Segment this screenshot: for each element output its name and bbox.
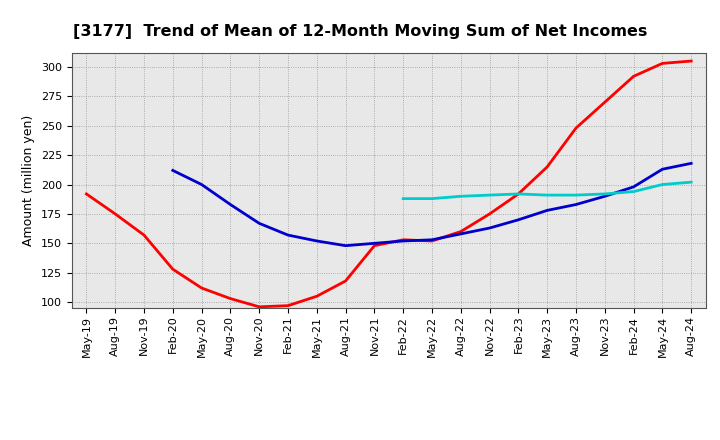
Line: 7 Years: 7 Years — [403, 182, 691, 198]
5 Years — [687, 161, 696, 166]
5 Years — [658, 167, 667, 172]
5 Years — [312, 238, 321, 244]
5 Years — [456, 231, 465, 237]
Y-axis label: Amount (million yen): Amount (million yen) — [22, 115, 35, 246]
3 Years — [399, 237, 408, 242]
7 Years — [456, 194, 465, 199]
5 Years — [197, 182, 206, 187]
3 Years — [226, 296, 235, 301]
5 Years — [399, 238, 408, 244]
Text: [3177]  Trend of Mean of 12-Month Moving Sum of Net Incomes: [3177] Trend of Mean of 12-Month Moving … — [73, 24, 647, 39]
5 Years — [485, 225, 494, 231]
5 Years — [514, 217, 523, 223]
3 Years — [658, 61, 667, 66]
3 Years — [82, 191, 91, 197]
5 Years — [629, 184, 638, 190]
7 Years — [514, 191, 523, 197]
3 Years — [341, 279, 350, 284]
5 Years — [168, 168, 177, 173]
3 Years — [629, 73, 638, 79]
7 Years — [629, 189, 638, 194]
3 Years — [312, 293, 321, 299]
5 Years — [428, 237, 436, 242]
7 Years — [485, 192, 494, 198]
3 Years — [168, 267, 177, 272]
5 Years — [226, 202, 235, 207]
3 Years — [572, 125, 580, 131]
3 Years — [456, 229, 465, 234]
7 Years — [572, 192, 580, 198]
5 Years — [572, 202, 580, 207]
7 Years — [658, 182, 667, 187]
3 Years — [600, 99, 609, 105]
3 Years — [687, 59, 696, 64]
5 Years — [543, 208, 552, 213]
3 Years — [485, 211, 494, 216]
3 Years — [140, 232, 148, 238]
7 Years — [600, 191, 609, 197]
Line: 5 Years: 5 Years — [173, 163, 691, 246]
5 Years — [600, 194, 609, 199]
5 Years — [284, 232, 292, 238]
7 Years — [543, 192, 552, 198]
7 Years — [687, 180, 696, 185]
3 Years — [514, 191, 523, 197]
3 Years — [197, 286, 206, 291]
3 Years — [284, 303, 292, 308]
3 Years — [255, 304, 264, 309]
7 Years — [399, 196, 408, 201]
3 Years — [543, 164, 552, 169]
Line: 3 Years: 3 Years — [86, 61, 691, 307]
3 Years — [370, 243, 379, 248]
7 Years — [428, 196, 436, 201]
5 Years — [370, 241, 379, 246]
3 Years — [111, 211, 120, 216]
5 Years — [255, 221, 264, 226]
3 Years — [428, 238, 436, 244]
5 Years — [341, 243, 350, 248]
